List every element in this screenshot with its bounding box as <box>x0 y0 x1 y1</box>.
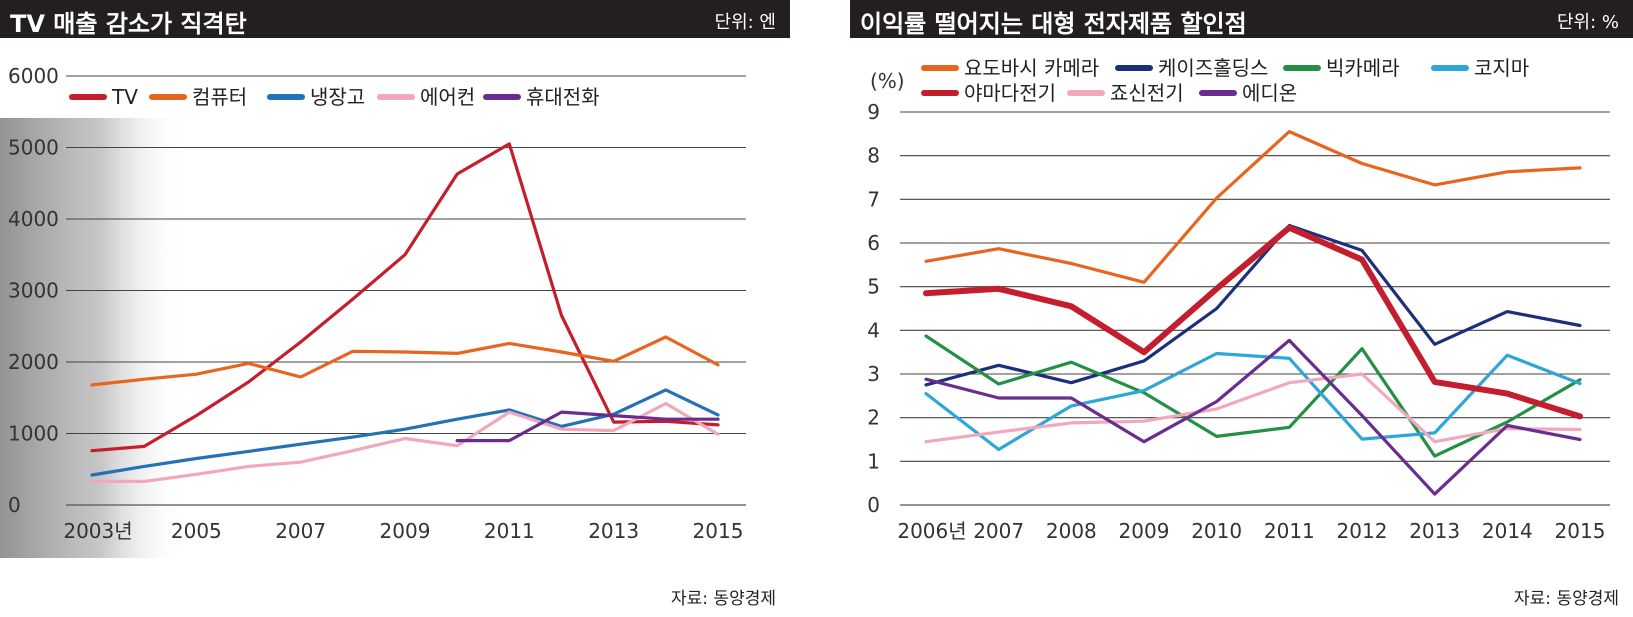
y-tick-label: 5 <box>867 275 880 299</box>
right-chart-title: 이익률 떨어지는 대형 전자제품 할인점 <box>860 10 1247 38</box>
right-chart-unit: 단위: % <box>1556 12 1619 33</box>
series-line-1 <box>924 223 1582 387</box>
series-line-3 <box>90 401 720 483</box>
legend-label: 요도바시 카메라 <box>964 56 1099 80</box>
y-tick-label: 1000 <box>8 422 59 446</box>
x-tick-label: 2015 <box>1555 519 1606 543</box>
legend-label: 케이즈홀딩스 <box>1158 56 1268 80</box>
x-tick-label: 2015 <box>693 519 744 543</box>
x-tick-label: 2014 <box>1482 519 1533 543</box>
x-tick-label: 2013 <box>1409 519 1460 543</box>
x-tick-label: 2009 <box>1119 519 1170 543</box>
right-chart-header: 이익률 떨어지는 대형 전자제품 할인점 단위: % <box>850 0 1633 38</box>
y-tick-label: 0 <box>8 493 21 517</box>
y-tick-label: 8 <box>867 144 880 168</box>
left-chart-header: TV 매출 감소가 직격탄 단위: 엔 <box>0 0 790 38</box>
x-tick-label: 2007 <box>973 519 1024 543</box>
legend-label: 야마다전기 <box>964 81 1056 105</box>
left-line-chart: TV 컴퓨터 냉장고 에어컨 휴대전화 0 1000 2000 3000 4000 5000 600… <box>0 64 746 558</box>
legend-label: 컴퓨터 <box>192 85 247 109</box>
left-chart-unit: 단위: 엔 <box>714 12 776 33</box>
left-chart-title: TV 매출 감소가 직격탄 <box>10 10 247 38</box>
series-line-6 <box>924 338 1582 496</box>
legend-label: 에어컨 <box>420 85 475 109</box>
x-tick-label: 2007 <box>275 519 326 543</box>
left-chart-panel: TV 매출 감소가 직격탄 단위: 엔 TV 컴퓨터 냉장고 에어컨 휴대전화 0 100… <box>0 0 790 617</box>
x-tick-label: 2008 <box>1046 519 1097 543</box>
x-tick-label: 2003년 <box>63 519 132 543</box>
legend-label: 에디온 <box>1242 81 1297 105</box>
right-chart-source: 자료: 동양경제 <box>1514 589 1619 609</box>
series-line-1 <box>90 335 720 387</box>
series-line-4 <box>455 410 720 443</box>
y-tick-label: 4 <box>867 318 880 342</box>
x-tick-label: 2006년 <box>897 519 966 543</box>
y-tick-label: 6000 <box>8 64 59 88</box>
series-line-2 <box>90 388 720 477</box>
x-tick-label: 2011 <box>484 519 535 543</box>
series-line-2 <box>924 334 1582 458</box>
legend-label: 죠신전기 <box>1110 81 1184 105</box>
y-tick-label: 3 <box>867 362 880 386</box>
y-tick-label: 2 <box>867 406 880 430</box>
background-photo <box>0 118 185 558</box>
y-tick-label: 5000 <box>8 136 59 160</box>
series-line-0 <box>90 142 720 453</box>
y-unit-label: (%) <box>870 69 905 93</box>
y-tick-label: 2000 <box>8 350 59 374</box>
right-chart-panel: 이익률 떨어지는 대형 전자제품 할인점 단위: % 요도바시 카메라 케이즈홀딩… <box>850 0 1633 617</box>
series-line-4 <box>923 224 1583 420</box>
legend-label: 휴대전화 <box>526 85 600 109</box>
y-tick-label: 3000 <box>8 279 59 303</box>
y-tick-label: 7 <box>867 187 880 211</box>
legend-label: TV <box>111 85 138 109</box>
x-tick-label: 2010 <box>1191 519 1242 543</box>
x-tick-label: 2009 <box>380 519 431 543</box>
legend-label: 코지마 <box>1474 56 1529 80</box>
y-tick-label: 9 <box>867 100 880 124</box>
x-tick-label: 2013 <box>588 519 639 543</box>
x-tick-label: 2011 <box>1264 519 1315 543</box>
x-tick-label: 2012 <box>1337 519 1388 543</box>
y-tick-label: 1 <box>867 449 880 473</box>
legend-label: 빅카메라 <box>1326 56 1400 80</box>
y-tick-label: 4000 <box>8 207 59 231</box>
y-tick-label: 6 <box>867 231 880 255</box>
y-tick-label: 0 <box>867 493 880 517</box>
x-tick-label: 2005 <box>171 519 222 543</box>
left-chart-source: 자료: 동양경제 <box>671 589 776 609</box>
legend-label: 냉장고 <box>310 85 365 109</box>
series-line-0 <box>924 130 1582 284</box>
series-line-5 <box>924 372 1582 444</box>
